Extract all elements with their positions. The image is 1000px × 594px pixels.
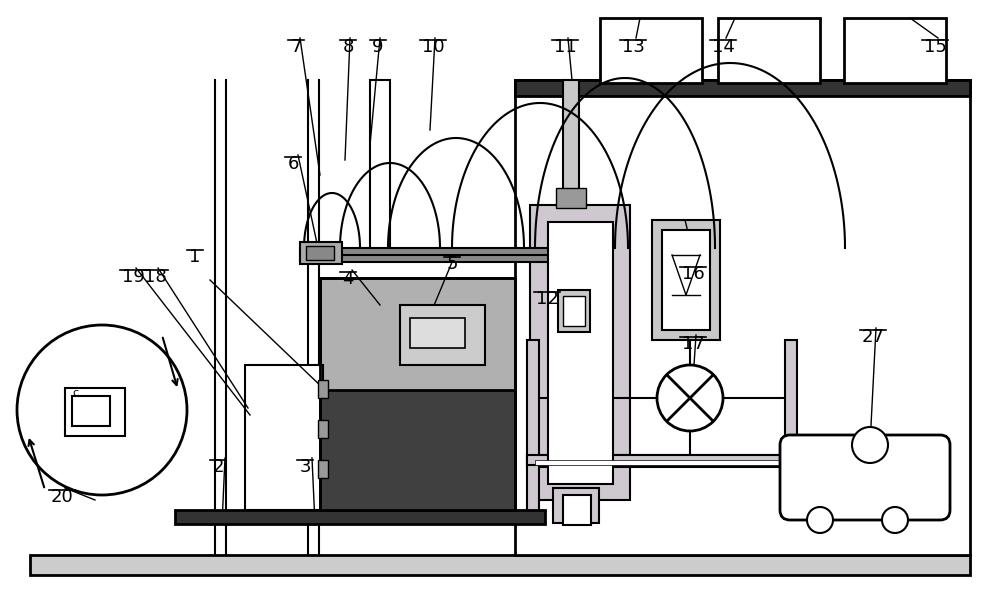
Bar	[548, 222, 613, 484]
Bar	[30, 555, 970, 575]
Bar	[320, 278, 515, 510]
Bar	[662, 230, 710, 330]
Text: 20: 20	[51, 488, 73, 506]
Text: 14: 14	[712, 38, 734, 56]
Bar	[65, 388, 125, 436]
Bar	[400, 305, 485, 365]
Bar	[72, 396, 110, 426]
Text: 6: 6	[287, 155, 299, 173]
Bar	[718, 18, 820, 83]
Bar	[527, 455, 797, 467]
Bar	[785, 340, 797, 515]
Text: 19: 19	[122, 268, 144, 286]
Circle shape	[17, 325, 187, 495]
Bar	[535, 460, 790, 465]
Circle shape	[807, 507, 833, 533]
Text: 3: 3	[299, 458, 311, 476]
Bar	[563, 495, 591, 525]
Text: c: c	[72, 388, 78, 398]
FancyBboxPatch shape	[780, 435, 950, 520]
Bar	[652, 220, 720, 340]
Text: 8: 8	[342, 38, 354, 56]
Text: 4: 4	[342, 270, 354, 288]
Text: 5: 5	[446, 255, 458, 273]
Bar	[175, 510, 545, 524]
Bar	[556, 188, 586, 208]
Bar	[530, 205, 630, 500]
Text: 7: 7	[290, 38, 302, 56]
Text: 15: 15	[924, 38, 946, 56]
Text: 10: 10	[422, 38, 444, 56]
Bar	[318, 460, 328, 478]
Bar	[844, 18, 946, 83]
Bar	[600, 18, 702, 83]
Text: 9: 9	[372, 38, 384, 56]
Bar	[370, 80, 390, 250]
Circle shape	[852, 427, 888, 463]
Bar	[318, 380, 328, 398]
Text: 2: 2	[212, 458, 224, 476]
Bar	[563, 296, 585, 326]
Bar	[563, 80, 579, 255]
Text: 18: 18	[144, 268, 166, 286]
Bar	[515, 80, 970, 96]
Text: 12: 12	[536, 290, 558, 308]
Text: 11: 11	[554, 38, 576, 56]
Circle shape	[657, 365, 723, 431]
Bar	[553, 488, 599, 523]
Bar	[300, 242, 342, 264]
Text: 1: 1	[189, 248, 201, 266]
Bar	[527, 455, 797, 465]
Bar	[320, 390, 515, 510]
Bar	[558, 290, 590, 332]
Bar	[527, 340, 539, 515]
Circle shape	[882, 507, 908, 533]
Text: 13: 13	[622, 38, 644, 56]
Text: 27: 27	[862, 328, 885, 346]
Bar	[515, 80, 970, 555]
Bar	[300, 248, 570, 262]
Bar	[245, 365, 323, 510]
Bar	[410, 318, 465, 348]
Text: 16: 16	[682, 265, 704, 283]
Bar	[306, 246, 334, 260]
Text: 17: 17	[682, 335, 704, 353]
Bar	[318, 420, 328, 438]
